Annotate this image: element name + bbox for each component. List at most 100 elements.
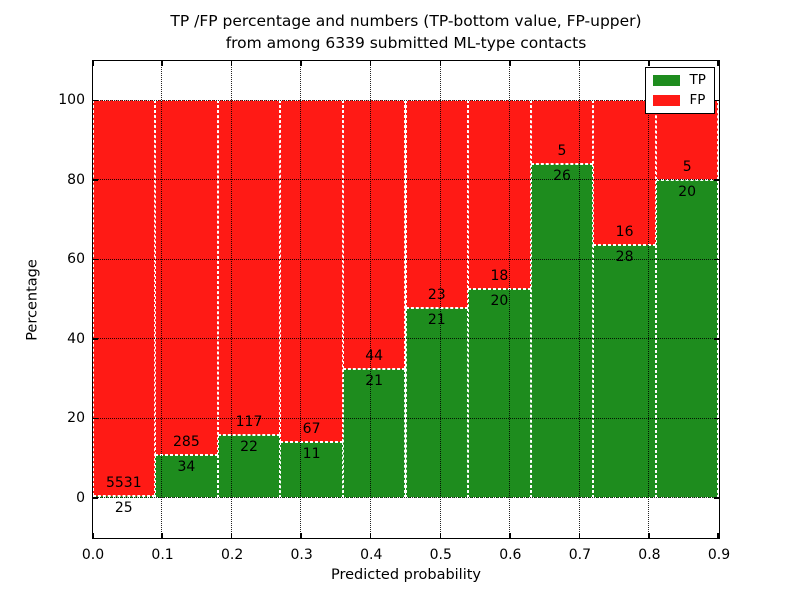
tp-count-label-7: 26 xyxy=(553,168,571,185)
x-tickmark-bottom-2 xyxy=(230,532,233,538)
gridline-y-0 xyxy=(92,497,719,498)
tp-count-label-8: 28 xyxy=(615,248,634,265)
fp-count-label-9: 5 xyxy=(682,158,692,175)
x-tickmark-bottom-4 xyxy=(369,532,372,538)
gridline-x-0.8 xyxy=(648,60,650,538)
y-tickmark-left-3 xyxy=(92,258,98,260)
x-tickmark-top-4 xyxy=(369,60,372,66)
x-tickmark-top-5 xyxy=(439,60,442,66)
gridline-x-0.1 xyxy=(161,60,163,538)
x-tickmark-top-8 xyxy=(648,60,650,66)
bar-fp-segment-2 xyxy=(217,100,281,435)
plot-area: 5531 25 285 34 117 22 67 11 44 21 23 21 18 20 5 26 16 28 5… xyxy=(91,59,720,539)
y-tick-label-80: 80 xyxy=(67,171,85,188)
fp-count-label-0: 5531 xyxy=(105,474,142,491)
bar-tp-segment-4 xyxy=(342,369,406,498)
chart-title: TP /FP percentage and numbers (TP-bottom… xyxy=(93,10,719,54)
gridline-y-60 xyxy=(92,258,719,260)
y-tick-label-20: 20 xyxy=(67,410,85,427)
x-tickmark-bottom-5 xyxy=(439,532,442,538)
x-tickmark-top-3 xyxy=(300,60,302,66)
fp-count-label-7: 5 xyxy=(557,143,567,160)
x-tickmark-bottom-6 xyxy=(509,532,511,538)
fp-count-label-5: 23 xyxy=(427,287,446,304)
y-tick-label-0: 0 xyxy=(76,489,85,506)
gridline-y-40 xyxy=(92,338,719,339)
bar-fp-segment-3 xyxy=(280,100,343,442)
chart-title-line-2: from among 6339 submitted ML-type contac… xyxy=(225,34,587,52)
grid-layer xyxy=(92,60,719,538)
fp-count-label-2: 117 xyxy=(235,413,263,430)
gridline-x-0.2 xyxy=(230,60,232,538)
x-tickmark-bottom-0 xyxy=(92,532,94,538)
tp-count-label-3: 11 xyxy=(302,445,321,462)
bar-tp-segment-1 xyxy=(155,455,218,498)
bar-count-labels-layer: 5531 25 285 34 117 22 67 11 44 21 23 21 18 20 5 26 16 28 5… xyxy=(93,61,719,538)
y-tickmark-right-5 xyxy=(713,99,719,101)
bar-tp-segment-7 xyxy=(530,164,594,498)
fp-count-label-6: 18 xyxy=(490,267,509,284)
x-tick-label-0.9: 0.9 xyxy=(707,547,731,563)
x-tick-label-0.6: 0.6 xyxy=(499,547,522,563)
tp-count-label-9: 20 xyxy=(678,183,697,200)
gridline-x-0.5 xyxy=(439,60,441,538)
gridline-y-20 xyxy=(92,417,719,419)
gridline-x-0.3 xyxy=(300,60,302,538)
x-tickmark-top-1 xyxy=(161,60,163,66)
bar-fp-segment-6 xyxy=(468,100,531,289)
bar-fp-segment-8 xyxy=(593,100,656,245)
tp-count-label-4: 21 xyxy=(365,373,384,390)
x-tick-label-0.7: 0.7 xyxy=(568,547,592,563)
y-tickmark-left-2 xyxy=(92,338,98,340)
x-axis-label: Predicted probability xyxy=(330,567,482,583)
fp-count-label-3: 67 xyxy=(302,420,321,437)
legend-swatch-fp xyxy=(652,94,680,106)
x-tick-label-0.2: 0.2 xyxy=(220,547,244,563)
x-tick-label-0.8: 0.8 xyxy=(638,547,661,563)
y-tickmark-left-4 xyxy=(92,179,98,181)
bars-layer xyxy=(92,61,719,538)
chart-title-line-1: TP /FP percentage and numbers (TP-bottom… xyxy=(170,12,642,30)
fp-count-label-1: 285 xyxy=(173,434,200,451)
x-tick-label-0.4: 0.4 xyxy=(360,547,383,563)
legend-label-fp: FP xyxy=(689,91,706,108)
x-tickmark-bottom-3 xyxy=(300,532,302,538)
gridline-y-80 xyxy=(92,179,719,180)
x-tick-label-0.3: 0.3 xyxy=(290,547,313,563)
y-tickmark-right-1 xyxy=(713,417,719,419)
y-axis-label: Percentage xyxy=(24,259,41,341)
y-tickmark-right-4 xyxy=(713,179,719,181)
legend-swatch-tp xyxy=(652,74,680,86)
tp-count-label-1: 34 xyxy=(177,459,196,476)
x-tick-label-0.0: 0.0 xyxy=(81,547,105,563)
y-tick-label-100: 100 xyxy=(58,92,85,109)
tickmark-layer xyxy=(92,60,719,538)
y-tickmark-left-5 xyxy=(92,99,98,101)
x-tickmark-top-9 xyxy=(717,60,719,66)
x-tickmark-bottom-7 xyxy=(578,532,581,538)
x-tickmark-bottom-1 xyxy=(161,532,163,538)
x-tickmark-top-2 xyxy=(230,60,233,66)
bar-tp-segment-5 xyxy=(405,308,469,498)
fp-count-label-4: 44 xyxy=(365,348,384,365)
fp-count-label-8: 16 xyxy=(615,223,634,240)
x-tickmark-bottom-8 xyxy=(648,532,650,538)
bar-fp-segment-5 xyxy=(405,100,469,309)
tp-count-label-0: 25 xyxy=(114,499,133,516)
bar-fp-segment-4 xyxy=(342,100,406,370)
legend-entry-tp: TP xyxy=(652,71,706,88)
y-tick-label-60: 60 xyxy=(67,251,85,268)
x-tick-label-0.1: 0.1 xyxy=(151,547,174,563)
x-tickmark-top-7 xyxy=(578,60,581,66)
bar-tp-segment-3 xyxy=(280,441,343,498)
bar-fp-segment-1 xyxy=(155,100,218,456)
y-tickmark-left-0 xyxy=(92,497,98,499)
x-tick-label-0.5: 0.5 xyxy=(429,547,452,563)
bar-tp-segment-6 xyxy=(468,288,531,498)
legend-label-tp: TP xyxy=(689,71,706,88)
tp-count-label-6: 20 xyxy=(490,292,509,309)
tp-count-label-5: 21 xyxy=(427,312,446,329)
gridline-x-0.6 xyxy=(509,60,511,538)
legend-entry-fp: FP xyxy=(652,91,706,108)
